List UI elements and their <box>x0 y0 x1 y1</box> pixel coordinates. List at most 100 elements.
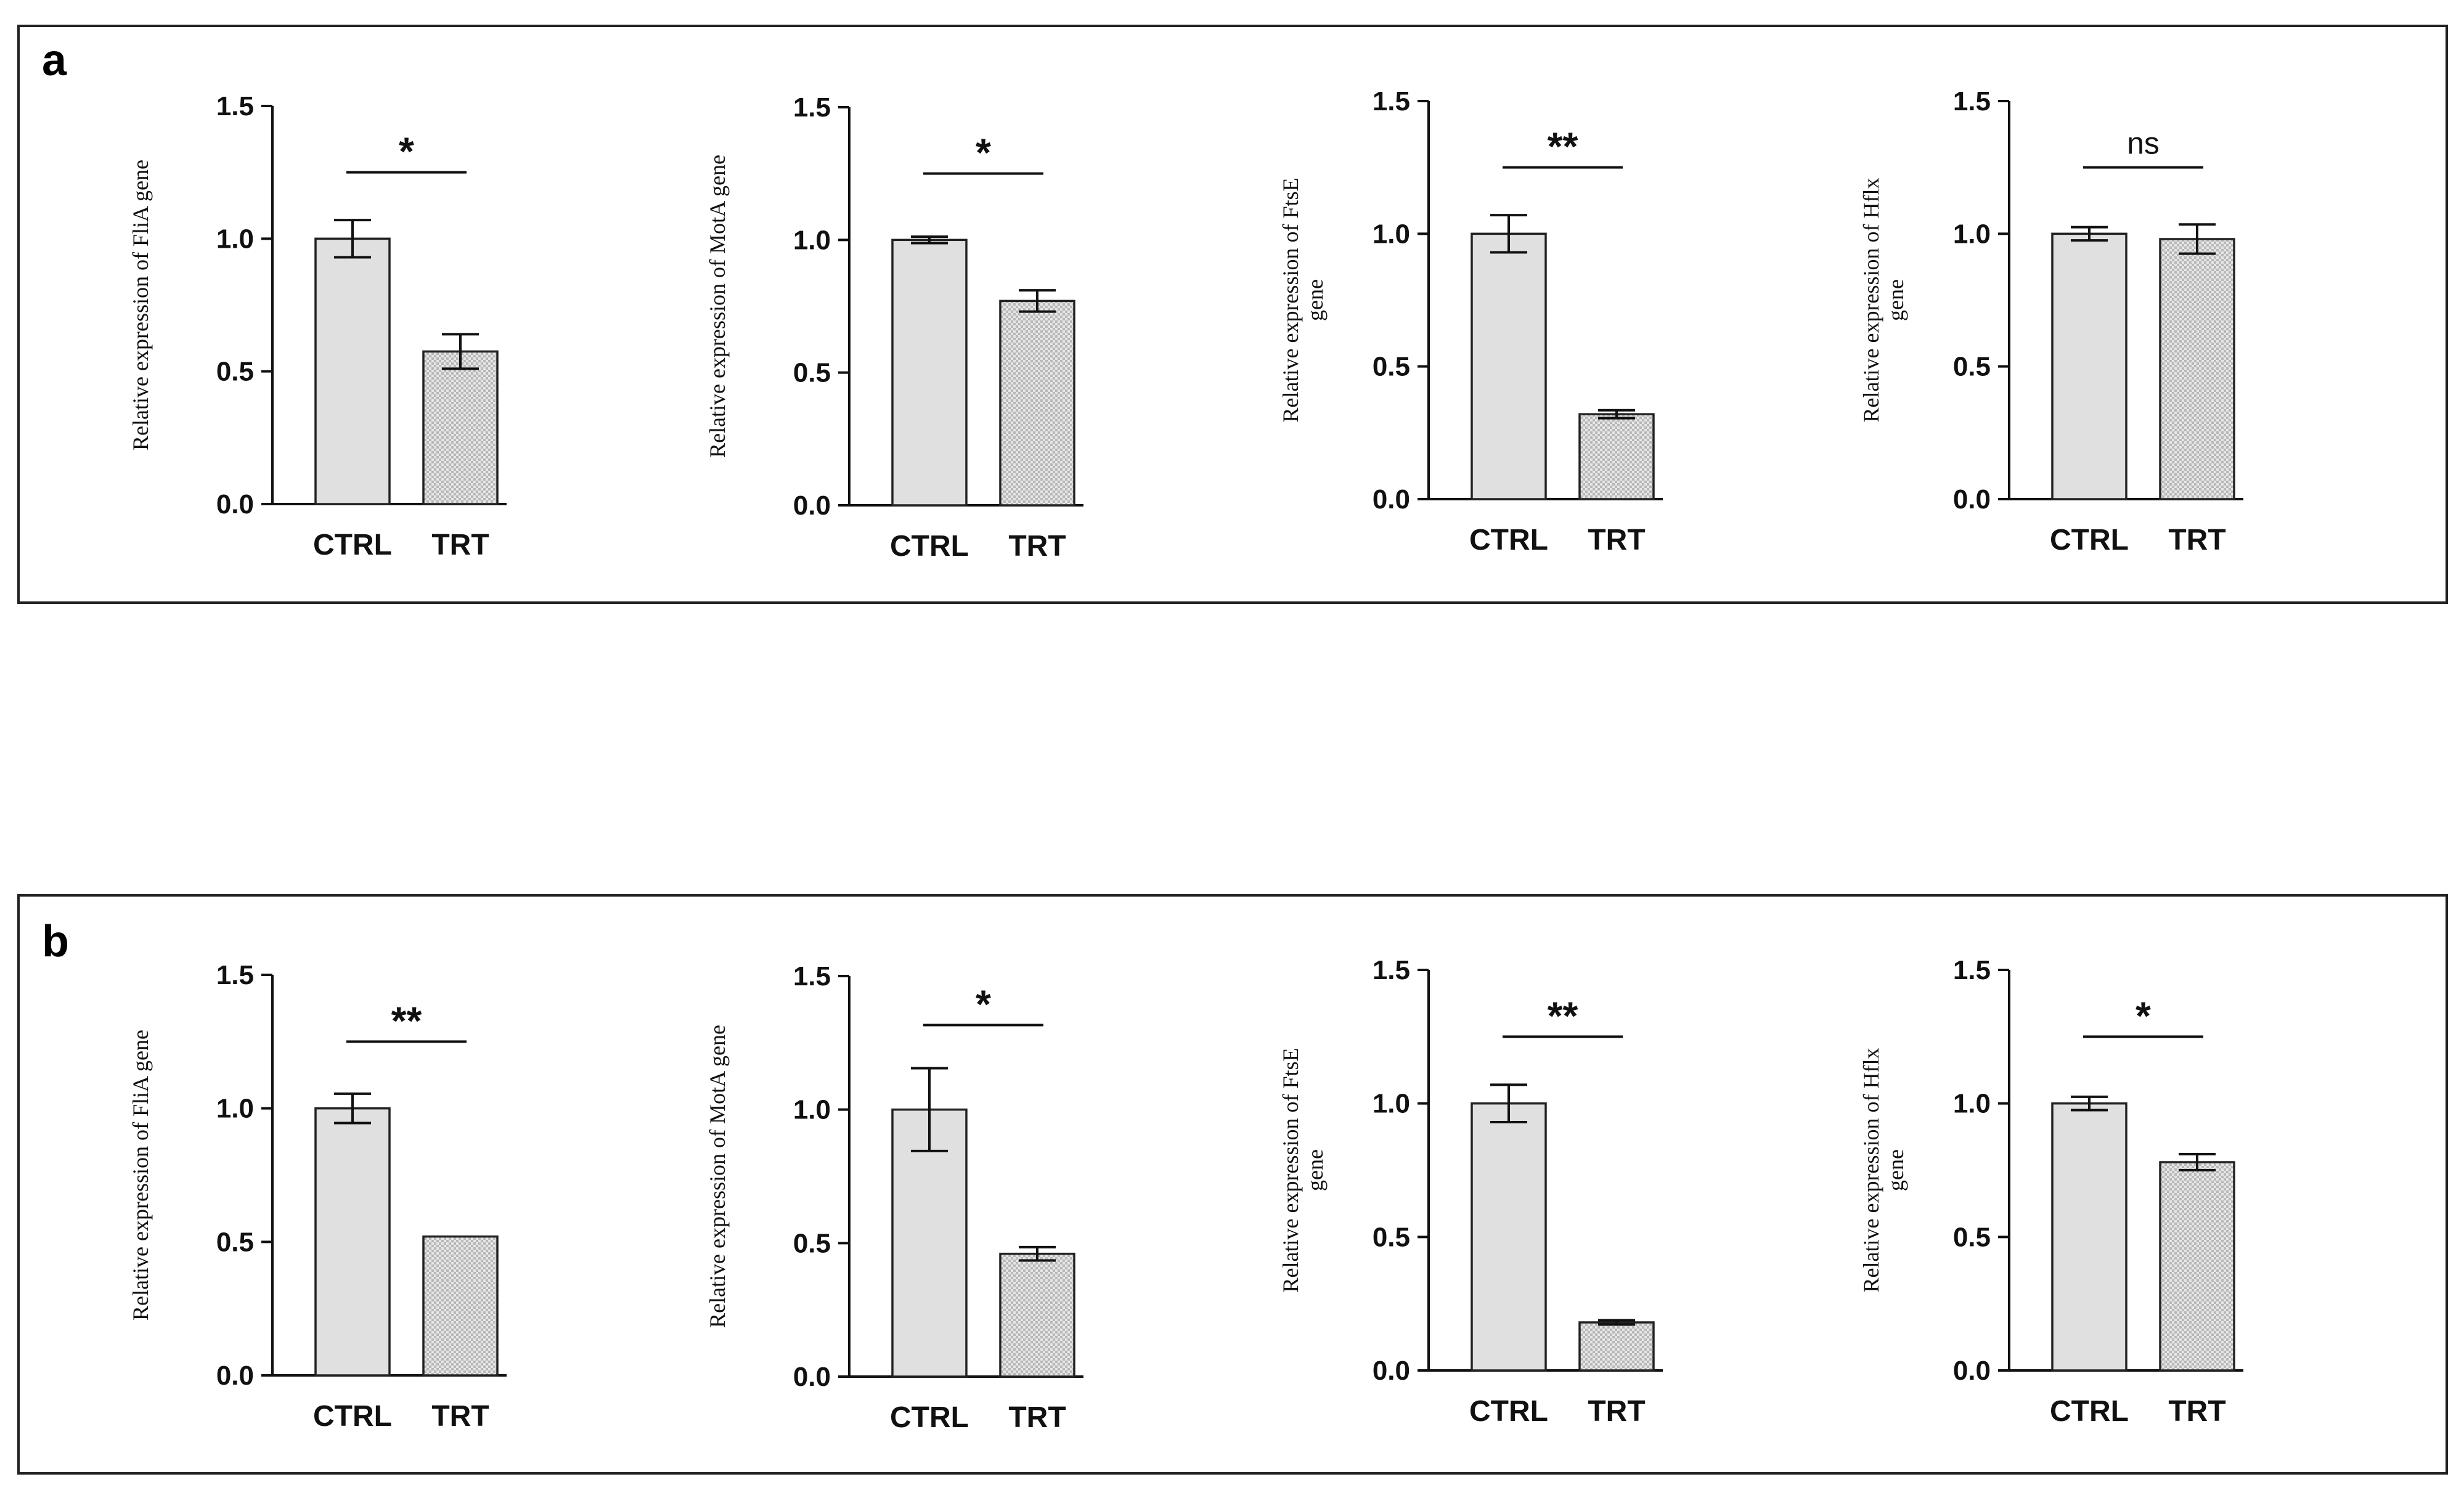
bar-trt <box>422 350 499 505</box>
x-tick-label: TRT <box>1008 1401 1066 1434</box>
y-tick-label: 0.0 <box>216 489 254 519</box>
x-tick-label: CTRL <box>2050 1395 2129 1428</box>
bar-trt <box>999 1252 1075 1378</box>
x-tick-label: TRT <box>1588 1395 1645 1428</box>
y-tick-label: 1.0 <box>1373 1089 1410 1119</box>
x-tick-label: CTRL <box>1469 524 1548 556</box>
y-tick-label: 0.5 <box>1953 352 1991 382</box>
y-tick-label: 1.5 <box>216 960 254 990</box>
chart-b-1: 0.0 0.5 1.0 1.5 Relative expression of FliA … <box>128 960 507 1433</box>
panel-a: a 0.0 0.5 1.0 1.5 Relative expression of FliA… <box>17 25 2448 604</box>
y-axis-label-line: Relative expression of FliA gene <box>128 160 153 450</box>
y-axis-label: Relative expression of Hflxgene <box>1859 178 1908 423</box>
y-tick-label: 1.5 <box>1953 86 1991 116</box>
panel-letter: a <box>42 36 67 85</box>
bar-ctrl <box>1471 232 1547 500</box>
y-axis-label-line: gene <box>1883 1149 1908 1191</box>
y-tick-label: 1.5 <box>793 92 831 123</box>
y-axis-label-line: Relative expression of Hflx <box>1859 1048 1883 1293</box>
bar-trt <box>2159 1161 2235 1372</box>
y-tick-label: 0.5 <box>793 358 831 388</box>
significance-label: ** <box>1548 993 1578 1038</box>
y-axis-label: Relative expression of FliA gene <box>128 1030 153 1321</box>
y-axis-label-line: Relative expression of FtsE <box>1278 178 1303 423</box>
y-tick-label: 0.5 <box>216 1227 254 1257</box>
bar-trt <box>1578 1321 1655 1372</box>
y-tick-label: 0.0 <box>793 1362 831 1392</box>
x-tick-label: CTRL <box>313 529 392 561</box>
chart-a-1: 0.0 0.5 1.0 1.5 Relative expression of FliA … <box>128 91 507 561</box>
x-tick-label: TRT <box>431 1400 489 1433</box>
significance-label: * <box>2136 993 2151 1038</box>
chart-b-2: 0.0 0.5 1.0 1.5 Relative expression of MotA … <box>705 961 1083 1434</box>
y-axis-label-line: Relative expression of MotA gene <box>705 155 730 458</box>
bar-ctrl <box>2051 232 2127 500</box>
y-tick-label: 1.5 <box>1373 86 1410 116</box>
chart-a-2: 0.0 0.5 1.0 1.5 Relative expression of MotA … <box>705 92 1083 563</box>
y-axis-label: Relative expression of MotA gene <box>705 155 730 458</box>
panel-b: b 0.0 0.5 1.0 1.5 Relative expression of FliA… <box>17 894 2448 1475</box>
y-axis-label: Relative expression of Hflxgene <box>1859 1048 1908 1293</box>
y-tick-label: 0.0 <box>1373 1356 1410 1386</box>
significance-label: ** <box>1548 124 1578 169</box>
x-tick-label: CTRL <box>313 1400 392 1433</box>
significance-label: ns <box>2127 126 2160 161</box>
chart-b-3: 0.0 0.5 1.0 1.5 Relative expression of FtsEg… <box>1278 955 1663 1428</box>
y-axis-label-line: gene <box>1883 279 1908 321</box>
y-tick-label: 0.5 <box>216 357 254 387</box>
x-tick-label: TRT <box>2168 1395 2225 1428</box>
significance-label: * <box>976 131 991 175</box>
y-tick-label: 0.0 <box>1953 484 1991 515</box>
y-tick-label: 0.5 <box>1953 1222 1991 1252</box>
chart-a-4: 0.0 0.5 1.0 1.5 Relative expression of Hflxg… <box>1859 86 2243 556</box>
bar-trt <box>1578 413 1655 500</box>
x-tick-label: TRT <box>1588 524 1645 556</box>
x-tick-label: CTRL <box>1469 1395 1548 1428</box>
y-axis-label: Relative expression of FliA gene <box>128 160 153 450</box>
bar-trt <box>999 299 1075 507</box>
y-tick-label: 1.0 <box>1953 219 1991 249</box>
significance-label: ** <box>391 998 422 1043</box>
y-axis-label: Relative expression of MotA gene <box>705 1025 730 1328</box>
panel-letter: b <box>42 917 69 966</box>
chart-a-3: 0.0 0.5 1.0 1.5 Relative expression of FtsEg… <box>1278 86 1663 556</box>
y-tick-label: 0.0 <box>793 491 831 521</box>
y-tick-label: 0.0 <box>1373 484 1410 515</box>
x-tick-label: CTRL <box>890 1401 969 1434</box>
y-tick-label: 0.5 <box>1373 1222 1410 1252</box>
x-tick-label: CTRL <box>2050 524 2129 556</box>
y-tick-label: 1.5 <box>216 91 254 121</box>
y-tick-label: 0.5 <box>1373 352 1410 382</box>
panel-frame <box>17 894 2448 1475</box>
y-tick-label: 0.5 <box>793 1228 831 1258</box>
y-tick-label: 0.0 <box>216 1361 254 1391</box>
bar-ctrl <box>891 238 968 507</box>
bar-trt <box>422 1235 499 1377</box>
y-axis-label-line: Relative expression of FliA gene <box>128 1030 153 1321</box>
y-axis-label: Relative expression of FtsEgene <box>1278 1048 1328 1293</box>
y-axis-label-line: Relative expression of FtsE <box>1278 1048 1303 1293</box>
x-tick-label: TRT <box>1008 530 1066 563</box>
y-axis-label-line: gene <box>1303 279 1328 321</box>
y-tick-label: 0.0 <box>1953 1356 1991 1386</box>
y-axis-label: Relative expression of FtsEgene <box>1278 178 1328 423</box>
y-tick-label: 1.5 <box>1373 955 1410 985</box>
y-tick-label: 1.0 <box>793 225 831 255</box>
panel-frame <box>17 25 2448 604</box>
bar-ctrl <box>2051 1102 2127 1372</box>
bar-ctrl <box>314 237 391 505</box>
y-tick-label: 1.0 <box>216 1094 254 1124</box>
bar-trt <box>2159 238 2235 500</box>
x-tick-label: CTRL <box>890 530 969 563</box>
y-axis-label-line: gene <box>1303 1149 1328 1191</box>
significance-label: * <box>399 129 414 174</box>
bar-ctrl <box>314 1107 391 1377</box>
x-tick-label: TRT <box>2168 524 2225 556</box>
chart-b-4: 0.0 0.5 1.0 1.5 Relative expression of Hflxg… <box>1859 955 2243 1428</box>
significance-label: * <box>976 982 991 1027</box>
y-tick-label: 1.0 <box>1953 1089 1991 1119</box>
y-tick-label: 1.0 <box>793 1095 831 1125</box>
y-tick-label: 1.5 <box>793 961 831 991</box>
y-tick-label: 1.0 <box>1373 219 1410 249</box>
